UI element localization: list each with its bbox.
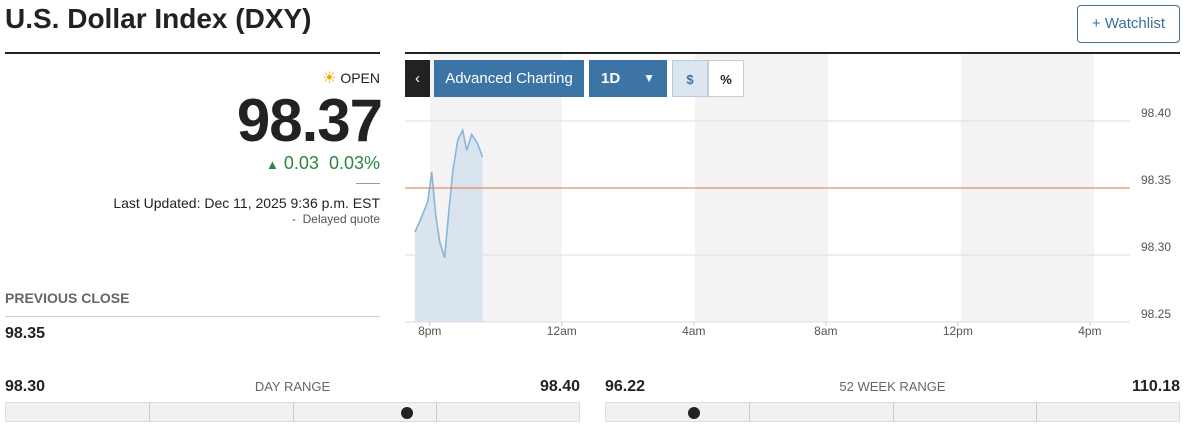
line (414, 128, 484, 258)
advanced-charting-button[interactable]: Advanced Charting (434, 60, 584, 97)
y-tick-label: 98.35 (1141, 173, 1171, 187)
x-tick-label: 8pm (418, 324, 441, 338)
chart: 98.25 98.30 98.35 98.40 8pm 12am 4am 8am 12pm 4pm (405, 54, 1171, 338)
x-tick-label: 12am (547, 324, 577, 338)
divider (405, 52, 1180, 54)
day-range-bar (5, 402, 580, 422)
last-updated: Last Updated: Dec 11, 2025 9:36 p.m. EST (113, 195, 380, 211)
change: ▲ 0.03 0.03% (266, 153, 380, 173)
previous-close-label: PREVIOUS CLOSE (5, 290, 130, 306)
x-tick-label: 4pm (1078, 324, 1101, 338)
sun-icon: ☀ (322, 70, 337, 87)
week52-low: 96.22 (605, 378, 646, 395)
period-button[interactable]: 1D ▼ (589, 60, 667, 97)
y-tick-label: 98.40 (1141, 106, 1171, 120)
range-segment (149, 403, 151, 421)
x-tick-label: 8am (814, 324, 837, 338)
y-tick-label: 98.30 (1141, 240, 1171, 254)
status-text: OPEN (340, 70, 380, 86)
back-button[interactable]: ‹ (405, 60, 430, 97)
day-range-label: DAY RANGE (254, 379, 331, 394)
range-segment (1035, 403, 1037, 421)
range-segment (292, 403, 294, 421)
week52-high: 110.18 (1131, 378, 1180, 395)
change-value: 0.03 (283, 153, 319, 173)
x-tick-label: 12pm (943, 324, 973, 338)
delay-note: - Delayed quote (291, 212, 380, 226)
dollar-toggle[interactable]: $ (672, 60, 708, 97)
previous-close-value: 98.35 (5, 325, 46, 342)
change-percent: 0.03% (328, 153, 380, 173)
week52-range-label: 52 WEEK RANGE (839, 379, 946, 394)
market-status: ☀ OPEN (180, 69, 380, 88)
delay-text: Delayed quote (302, 212, 380, 226)
watchlist-label: Watchlist (1104, 15, 1166, 32)
percent-toggle[interactable]: % (708, 60, 744, 97)
range-segment (435, 403, 437, 421)
divider (356, 183, 380, 184)
divider (5, 52, 380, 54)
x-tick-label: 4am (682, 324, 705, 338)
range-segment (892, 403, 894, 421)
divider (5, 316, 380, 317)
range-marker (688, 407, 701, 419)
price: 98.37 (236, 87, 383, 154)
y-tick-label: 98.25 (1141, 307, 1171, 321)
week52-range-bar (605, 402, 1180, 422)
range-segment (749, 403, 751, 421)
page-title: U.S. Dollar Index (DXY) (5, 3, 312, 34)
day-high: 98.40 (539, 378, 580, 395)
day-low: 98.30 (5, 378, 46, 395)
period-label: 1D (601, 70, 621, 87)
range-marker (401, 407, 414, 419)
watchlist-button[interactable]: + Watchlist (1077, 5, 1180, 43)
